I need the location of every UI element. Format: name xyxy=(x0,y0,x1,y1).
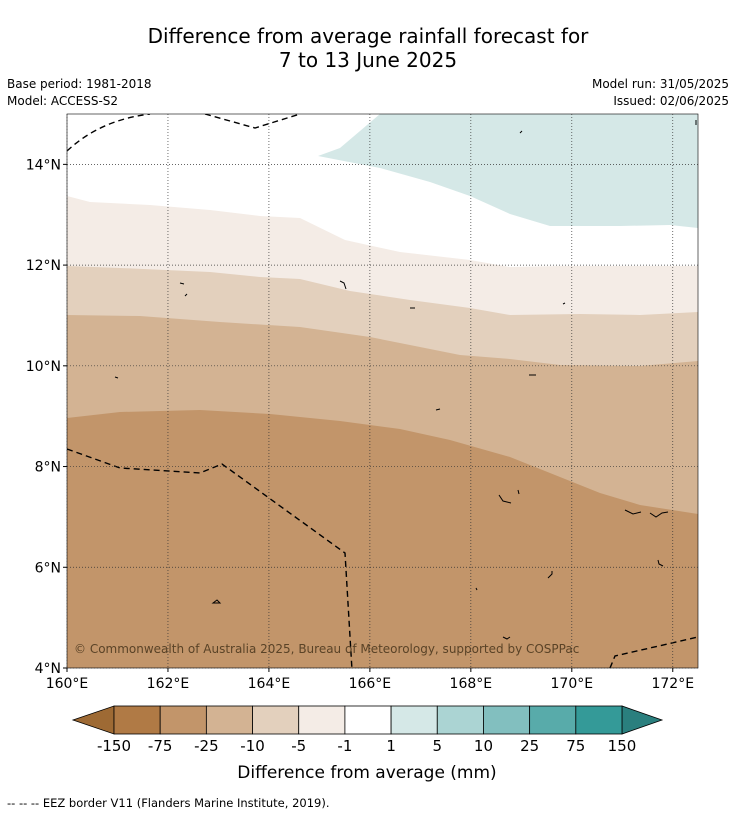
lon-tick-label: 162°E xyxy=(147,676,190,692)
lon-tick-label: 172°E xyxy=(651,676,694,692)
colorbar-tick-label: -1 xyxy=(337,737,352,755)
colorbar-legend: -150 -75 -25 -10 -5 -1 1 5 10 25 75 150 xyxy=(71,705,664,755)
lat-tick-label: 4°N xyxy=(35,661,61,677)
colorbar-bin xyxy=(436,705,484,735)
base-period: Base period: 1981-2018 xyxy=(7,77,152,91)
colorbar-tick-label: 1 xyxy=(386,737,396,755)
colorbar-title: Difference from average (mm) xyxy=(237,763,496,783)
colorbar-tick-label: 25 xyxy=(520,737,539,755)
eez-border-west xyxy=(67,448,353,668)
copyright-notice: © Commonwealth of Australia 2025, Bureau… xyxy=(74,642,579,656)
model-name: Model: ACCESS-S2 xyxy=(7,94,119,108)
island-outlines xyxy=(114,120,697,640)
lon-tick-label: 164°E xyxy=(248,676,291,692)
colorbar-tick-label: -150 xyxy=(97,737,131,755)
eez-border-north xyxy=(67,114,301,152)
anomaly-band-minus-25-to-minus-75 xyxy=(67,410,698,668)
colorbar-bin xyxy=(252,705,300,735)
colorbar-tick-label: 5 xyxy=(432,737,442,755)
lat-tick-label: 12°N xyxy=(26,258,61,274)
map-area xyxy=(67,114,698,668)
colorbar-tick-label: 150 xyxy=(608,737,637,755)
anomaly-band-plus-1-to-5 xyxy=(318,114,698,228)
colorbar-bin xyxy=(205,705,253,735)
colorbar-extend-high xyxy=(621,705,664,735)
lat-tick-label: 8°N xyxy=(35,460,61,476)
colorbar-tick-label: 10 xyxy=(474,737,493,755)
lat-tick-label: 14°N xyxy=(26,157,61,173)
colorbar-tick-label: -75 xyxy=(148,737,173,755)
title-line-1: Difference from average rainfall forecas… xyxy=(147,24,589,48)
colorbar-tick-label: 75 xyxy=(566,737,585,755)
gridlines xyxy=(66,114,698,669)
colorbar-extend-low xyxy=(71,705,115,735)
colorbar-bin xyxy=(159,705,207,735)
colorbar-bin xyxy=(529,705,577,735)
issued-date: Issued: 02/06/2025 xyxy=(613,94,729,108)
eez-border-southeast xyxy=(609,636,698,668)
colorbar-bin xyxy=(298,705,346,735)
model-run: Model run: 31/05/2025 xyxy=(591,77,729,91)
lon-tick-label: 160°E xyxy=(46,676,89,692)
title-line-2: 7 to 13 June 2025 xyxy=(278,48,458,72)
colorbar-bin xyxy=(344,705,392,735)
lon-tick-label: 168°E xyxy=(450,676,493,692)
colorbar-tick-label: -10 xyxy=(240,737,265,755)
eez-border-lines xyxy=(67,114,698,668)
lon-tick-label: 170°E xyxy=(551,676,594,692)
colorbar-bin xyxy=(483,705,531,735)
lat-tick-label: 10°N xyxy=(26,359,61,375)
lon-tick-label: 166°E xyxy=(349,676,392,692)
colorbar-tick-label: -5 xyxy=(291,737,306,755)
colorbar-tick-label: -25 xyxy=(194,737,219,755)
lat-tick-label: 6°N xyxy=(35,560,61,576)
eez-border-legend: -- -- -- EEZ border V11 (Flanders Marine… xyxy=(7,796,330,810)
colorbar-bin xyxy=(113,705,161,735)
colorbar-bin xyxy=(390,705,438,735)
colorbar-bin xyxy=(575,705,623,735)
